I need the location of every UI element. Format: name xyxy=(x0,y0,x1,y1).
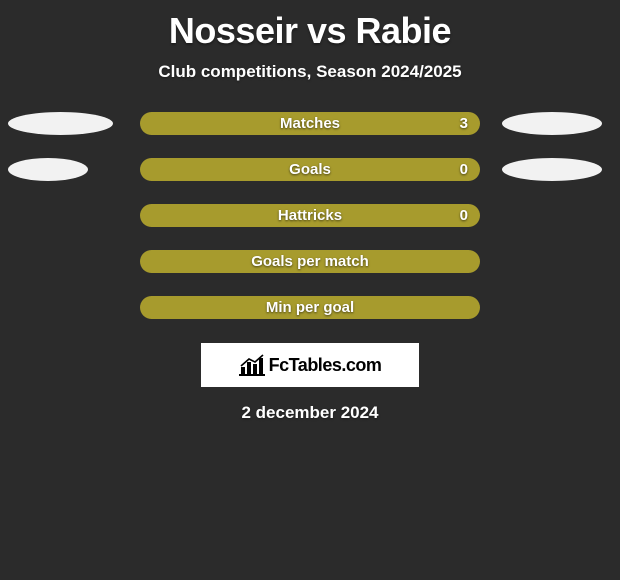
stat-label: Goals per match xyxy=(251,253,369,270)
stat-bar: Goals per match xyxy=(140,250,480,273)
stat-bar: Hattricks 0 xyxy=(140,204,480,227)
stat-value-right: 3 xyxy=(460,112,468,135)
stat-label: Goals xyxy=(289,161,331,178)
comparison-card: Nosseir vs Rabie Club competitions, Seas… xyxy=(0,0,620,580)
stat-bar: Goals 0 xyxy=(140,158,480,181)
player-right-oval xyxy=(502,158,602,181)
stat-bar: Matches 3 xyxy=(140,112,480,135)
stats-list: Matches 3 Goals 0 Hattricks 0 Goals per match M… xyxy=(0,112,620,319)
brand-logo-text: FcTables.com xyxy=(269,355,382,376)
player-left-oval xyxy=(8,112,113,135)
stat-label: Min per goal xyxy=(266,299,354,316)
stat-row: Matches 3 xyxy=(0,112,620,135)
stat-row: Goals per match xyxy=(0,250,620,273)
stat-label: Matches xyxy=(280,115,340,132)
stat-label: Hattricks xyxy=(278,207,342,224)
stat-row: Hattricks 0 xyxy=(0,204,620,227)
bar-chart-icon xyxy=(239,354,265,376)
stat-bar: Min per goal xyxy=(140,296,480,319)
stat-value-right: 0 xyxy=(460,204,468,227)
stat-value-right: 0 xyxy=(460,158,468,181)
page-subtitle: Club competitions, Season 2024/2025 xyxy=(0,62,620,82)
brand-logo: FcTables.com xyxy=(201,343,419,387)
player-right-oval xyxy=(502,112,602,135)
page-title: Nosseir vs Rabie xyxy=(0,0,620,52)
stat-row: Min per goal xyxy=(0,296,620,319)
stat-row: Goals 0 xyxy=(0,158,620,181)
player-left-oval xyxy=(8,158,88,181)
footer-date: 2 december 2024 xyxy=(0,403,620,423)
